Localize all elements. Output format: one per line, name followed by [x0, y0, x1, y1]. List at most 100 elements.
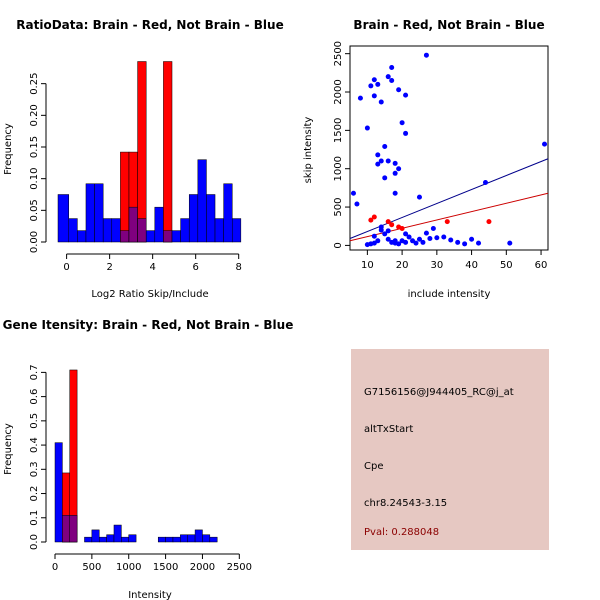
- y-tick-label: 1000: [333, 156, 344, 181]
- blue-point: [368, 83, 374, 89]
- red-point: [399, 226, 405, 232]
- x-tick-label: 4: [149, 262, 155, 273]
- ratio-histogram: 0 2 4 6 8 0.00 0.05 0.10 0.15 0.20 0.25: [29, 61, 242, 273]
- y-tick-label: 0.00: [29, 231, 40, 253]
- blue-point: [382, 175, 388, 181]
- red-point: [389, 222, 395, 228]
- blue-bar: [223, 183, 233, 243]
- overlap-bar: [120, 230, 130, 243]
- blue-point: [392, 238, 398, 244]
- blue-point: [420, 239, 426, 245]
- info-panel: G7156156@J944405_RC@j_at altTxStart Cpe …: [351, 349, 549, 550]
- red-point: [371, 214, 377, 220]
- scatter-title: Brain - Red, Not Brain - Blue: [353, 18, 544, 32]
- blue-bar: [84, 536, 93, 543]
- blue-point: [396, 87, 402, 93]
- y-tick-label: 2000: [333, 79, 344, 104]
- blue-bar: [77, 230, 87, 243]
- blue-point: [403, 231, 409, 237]
- red-bar: [163, 61, 173, 243]
- blue-point: [430, 226, 436, 232]
- blue-point: [392, 160, 398, 166]
- y-tick-label: 0.20: [29, 104, 40, 126]
- scatter-plot: 10 20 30 40 50 60 0 500 1000 1500 2000 2500: [333, 41, 549, 271]
- ratio-ylabel: Frequency: [3, 123, 14, 175]
- blue-bar: [172, 536, 181, 543]
- blue-point: [507, 240, 513, 246]
- y-tick-label: 0: [333, 242, 344, 248]
- ratio-xlabel: Log2 Ratio Skip/Include: [91, 289, 208, 300]
- x-tick-label: 2500: [227, 562, 252, 573]
- blue-point: [416, 194, 422, 200]
- red-point: [368, 217, 374, 223]
- y-tick-label: 0.5: [29, 413, 40, 429]
- blue-bar: [157, 536, 166, 543]
- blue-point: [375, 161, 381, 167]
- blue-bar: [113, 524, 122, 543]
- overlap-bar: [163, 230, 173, 243]
- p-value: Pval: 0.288048: [364, 527, 440, 538]
- blue-bar: [145, 230, 156, 243]
- y-tick-label: 0.1: [29, 510, 40, 526]
- overlap-bar: [128, 206, 138, 243]
- y-tick-label: 0.4: [29, 437, 40, 453]
- blue-point: [392, 170, 398, 176]
- blue-point: [427, 235, 433, 241]
- blue-point: [364, 242, 370, 248]
- blue-point: [482, 180, 488, 186]
- y-tick-label: 0.05: [29, 199, 40, 221]
- blue-point: [378, 224, 384, 230]
- blue-point: [448, 237, 454, 243]
- plot-frame: [349, 45, 549, 251]
- red-bar: [137, 61, 147, 243]
- red-bar: [120, 151, 130, 243]
- blue-bar: [98, 536, 107, 543]
- y-tick-label: 2500: [333, 41, 344, 66]
- blue-point: [385, 158, 391, 164]
- x-tick-label: 60: [535, 260, 548, 271]
- blue-bar: [202, 534, 211, 543]
- blue-point: [389, 64, 395, 70]
- blue-point: [371, 233, 377, 239]
- probe-id: G7156156@J944405_RC@j_at: [364, 387, 514, 398]
- red-point: [385, 219, 391, 225]
- blue-bar: [187, 534, 196, 543]
- blue-point: [354, 201, 360, 207]
- blue-point: [413, 240, 419, 246]
- y-tick-label: 0.2: [29, 486, 40, 502]
- gene-name: Cpe: [364, 461, 384, 472]
- x-tick-label: 0: [63, 262, 69, 273]
- x-tick-label: 10: [361, 260, 374, 271]
- blue-point: [371, 93, 377, 99]
- y-tick-label: 0.25: [29, 73, 40, 95]
- blue-bar: [91, 529, 100, 543]
- blue-bar: [68, 218, 78, 243]
- blue-bar: [194, 529, 203, 543]
- blue-point: [364, 125, 370, 131]
- x-tick-label: 20: [396, 260, 409, 271]
- blue-point: [462, 241, 468, 247]
- blue-bar: [128, 534, 137, 543]
- blue-bar: [57, 194, 70, 243]
- blue-point: [396, 166, 402, 172]
- blue-point: [385, 74, 391, 80]
- x-tick-label: 1000: [116, 562, 141, 573]
- x-tick-label: 2: [106, 262, 112, 273]
- blue-point: [375, 81, 381, 87]
- blue-bar: [85, 183, 95, 243]
- y-tick-label: 0.7: [29, 364, 40, 380]
- y-tick-label: 0.6: [29, 389, 40, 405]
- blue-bar: [171, 230, 181, 243]
- blue-point: [476, 240, 482, 246]
- blue-point: [469, 236, 475, 242]
- blue-point: [396, 241, 402, 247]
- blue-bar: [231, 218, 242, 243]
- blue-point: [423, 230, 429, 236]
- scatter-ylabel: skip intensity: [303, 117, 314, 184]
- blue-bar: [206, 194, 216, 243]
- blue-point: [378, 158, 384, 164]
- blue-bar: [121, 536, 129, 543]
- blue-point: [371, 77, 377, 83]
- intensity-title: Gene Itensity: Brain - Red, Not Brain - …: [3, 318, 294, 332]
